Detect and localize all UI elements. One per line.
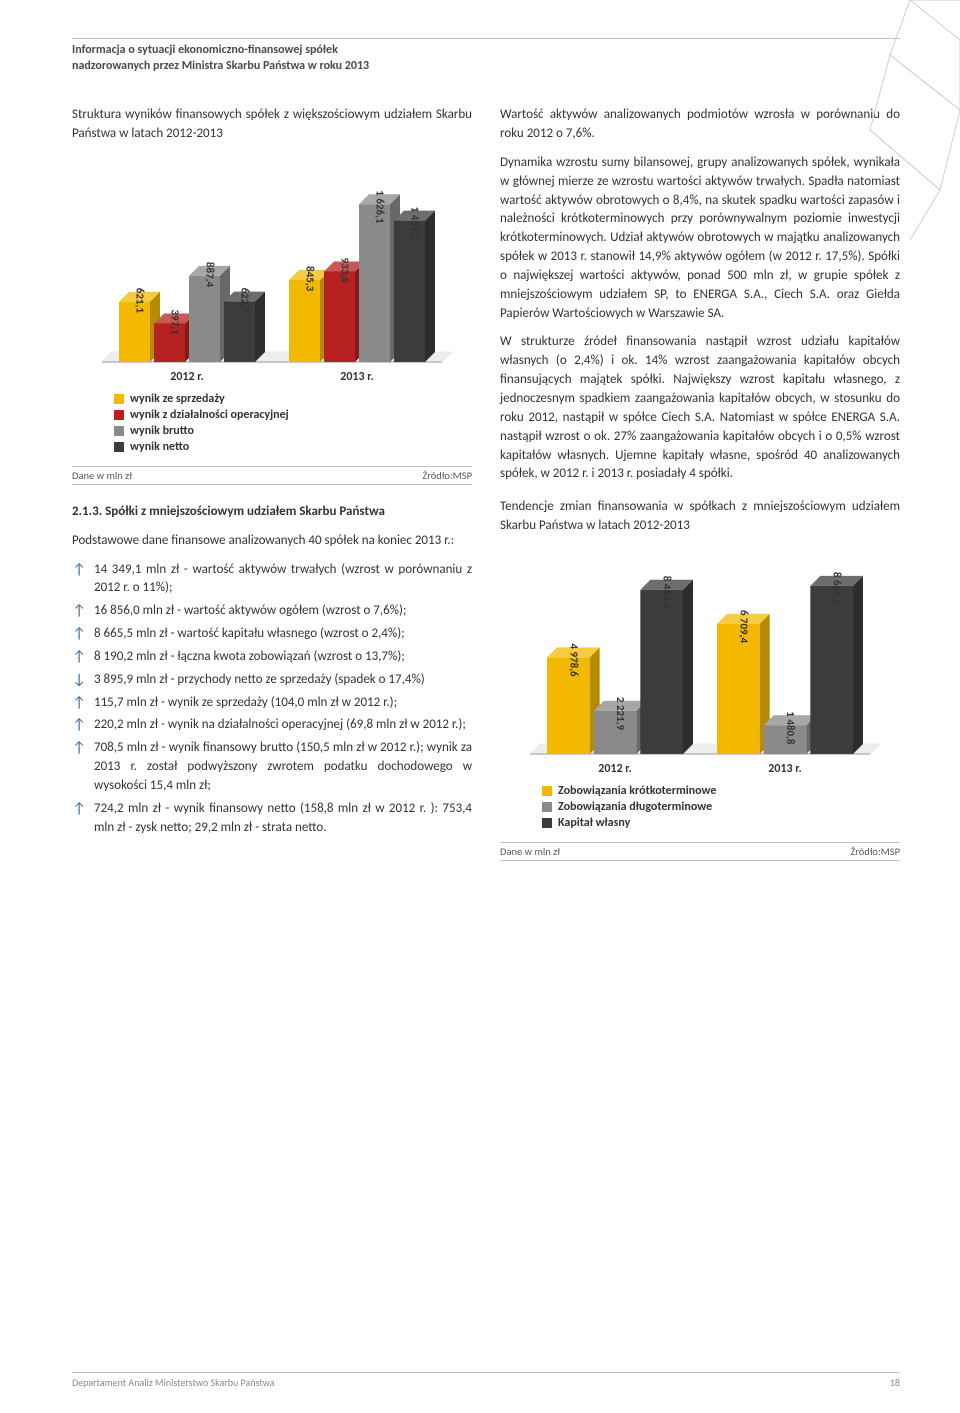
right-column: Wartość aktywów analizowanych podmiotów … (500, 106, 900, 879)
svg-text:845,3: 845,3 (304, 266, 317, 292)
bullet-item: ↑ 8 665,5 mln zł - wartość kapitału własn… (72, 625, 472, 644)
bullet-item: ↑ 115,7 mln zł - wynik ze sprzedaży (104,… (72, 694, 472, 713)
legend-item: Kapitał własny (542, 816, 898, 830)
legend-item: wynik z działalności operacyjnej (114, 408, 470, 422)
arrow-up-icon: ↑ (72, 561, 86, 579)
svg-text:2 221,9: 2 221,9 (614, 697, 627, 731)
bullet-item: ↑ 8 190,2 mln zł - łączna kwota zobowiąza… (72, 648, 472, 667)
chart2-source-right: Źródło:MSP (850, 845, 900, 858)
legend-label: Zobowiązania krótkoterminowe (558, 784, 716, 798)
bullet-item: ↑ 724,2 mln zł - wynik finansowy netto (1… (72, 800, 472, 838)
chart1-source-right: Źródło:MSP (422, 469, 472, 482)
chart2-legend: Zobowiązania krótkoterminowe Zobowiązania… (502, 784, 898, 830)
svg-text:2013 r.: 2013 r. (768, 762, 801, 776)
right-p2: Dynamika wzrostu sumy bilansowej, grupy … (500, 154, 900, 324)
bullet-text: 115,7 mln zł - wynik ze sprzedaży (104,0… (94, 694, 472, 713)
svg-text:2012 r.: 2012 r. (598, 762, 631, 776)
bullet-item: ↓ 3 895,9 mln zł - przychody netto ze spr… (72, 671, 472, 690)
legend-label: wynik z działalności operacyjnej (130, 408, 289, 422)
svg-text:6 709,4: 6 709,4 (737, 610, 750, 644)
legend-swatch (542, 802, 552, 812)
legend-item: Zobowiązania długoterminowe (542, 800, 898, 814)
section-2-1-3-heading: 2.1.3. Spółki z mniejszościowym udziałem… (72, 503, 472, 522)
svg-text:8 464,0: 8 464,0 (661, 576, 674, 610)
arrow-up-icon: ↑ (72, 739, 86, 757)
svg-text:1 480,8: 1 480,8 (784, 711, 797, 745)
left-column: Struktura wyników finansowych spółek z w… (72, 106, 472, 879)
arrow-up-icon: ↑ (72, 648, 86, 666)
svg-text:621,1: 621,1 (134, 288, 147, 314)
svg-text:8 665,8: 8 665,8 (831, 572, 844, 606)
bullet-item: ↑ 14 349,1 mln zł - wartość aktywów trwał… (72, 561, 472, 599)
svg-text:2012 r.: 2012 r. (170, 370, 203, 384)
arrow-up-icon: ↑ (72, 716, 86, 734)
svg-text:1 626,1: 1 626,1 (374, 190, 387, 224)
bullet-text: 14 349,1 mln zł - wartość aktywów trwały… (94, 561, 472, 599)
legend-label: Kapitał własny (558, 816, 630, 830)
chart2-title: Tendencje zmian finansowania w spółkach … (500, 498, 900, 536)
arrow-up-icon: ↑ (72, 800, 86, 818)
legend-item: wynik netto (114, 440, 470, 454)
bullet-text: 16 856,0 mln zł - wartość aktywów ogółem… (94, 602, 472, 621)
legend-swatch (114, 410, 124, 420)
bullet-item: ↑ 708,5 mln zł - wynik finansowy brutto (… (72, 739, 472, 796)
arrow-down-icon: ↓ (72, 671, 86, 689)
header-line-2: nadzorowanych przez Ministra Skarbu Pańs… (72, 59, 369, 73)
section-2-1-3-intro: Podstawowe dane finansowe analizowanych … (72, 532, 472, 551)
chart2-source: Dane w mln zł Źródło:MSP (500, 842, 900, 861)
bullet-text: 724,2 mln zł - wynik finansowy netto (15… (94, 800, 472, 838)
bullet-text: 3 895,9 mln zł - przychody netto ze sprz… (94, 671, 472, 690)
svg-text:4 978,6: 4 978,6 (567, 643, 580, 677)
svg-text:622,7: 622,7 (239, 287, 252, 313)
arrow-up-icon: ↑ (72, 602, 86, 620)
legend-label: Zobowiązania długoterminowe (558, 800, 712, 814)
chart1-source-left: Dane w mln zł (72, 469, 132, 482)
footer-page-number: 18 (890, 1376, 900, 1389)
chart1-legend: wynik ze sprzedaży wynik z działalności o… (74, 392, 470, 454)
chart1-source: Dane w mln zł Źródło:MSP (72, 466, 472, 485)
right-p1: Wartość aktywów analizowanych podmiotów … (500, 106, 900, 144)
bullet-list: ↑ 14 349,1 mln zł - wartość aktywów trwał… (72, 561, 472, 838)
chart2-source-left: Dane w mln zł (500, 845, 560, 858)
svg-text:1 457,2: 1 457,2 (409, 207, 422, 241)
legend-swatch (114, 426, 124, 436)
legend-swatch (542, 786, 552, 796)
bullet-item: ↑ 220,2 mln zł - wynik na działalności op… (72, 716, 472, 735)
arrow-up-icon: ↑ (72, 694, 86, 712)
legend-item: Zobowiązania krótkoterminowe (542, 784, 898, 798)
chart2: 4 978,6 2 221,9 8 464,0 2012 r. 6 709,4 1 480… (500, 546, 900, 836)
right-p3: W strukturze źródeł finansowania nastąpi… (500, 333, 900, 484)
chart1: 621,1 397,1 887,4 622,7 2012 r. 845,3 933,6 1 6… (72, 154, 472, 460)
svg-text:887,4: 887,4 (204, 262, 217, 288)
legend-label: wynik brutto (130, 424, 194, 438)
page-header: Informacja o sytuacji ekonomiczno-finans… (72, 43, 900, 74)
page-footer: Departament Analiz Ministerstwo Skarbu P… (72, 1372, 900, 1389)
chart1-title: Struktura wyników finansowych spółek z w… (72, 106, 472, 144)
legend-swatch (542, 818, 552, 828)
svg-text:397,1: 397,1 (169, 309, 182, 335)
legend-item: wynik ze sprzedaży (114, 392, 470, 406)
legend-label: wynik netto (130, 440, 189, 454)
svg-text:2013 r.: 2013 r. (340, 370, 373, 384)
svg-text:933,6: 933,6 (339, 257, 352, 283)
bullet-text: 8 665,5 mln zł - wartość kapitału własne… (94, 625, 472, 644)
bullet-item: ↑ 16 856,0 mln zł - wartość aktywów ogółe… (72, 602, 472, 621)
arrow-up-icon: ↑ (72, 625, 86, 643)
legend-swatch (114, 442, 124, 452)
bullet-text: 8 190,2 mln zł - łączna kwota zobowiązań… (94, 648, 472, 667)
bullet-text: 708,5 mln zł - wynik finansowy brutto (1… (94, 739, 472, 796)
header-rule (72, 38, 900, 39)
legend-label: wynik ze sprzedaży (130, 392, 225, 406)
bullet-text: 220,2 mln zł - wynik na działalności ope… (94, 716, 472, 735)
legend-swatch (114, 394, 124, 404)
footer-dept: Departament Analiz Ministerstwo Skarbu P… (72, 1376, 275, 1389)
header-line-1: Informacja o sytuacji ekonomiczno-finans… (72, 43, 338, 57)
legend-item: wynik brutto (114, 424, 470, 438)
